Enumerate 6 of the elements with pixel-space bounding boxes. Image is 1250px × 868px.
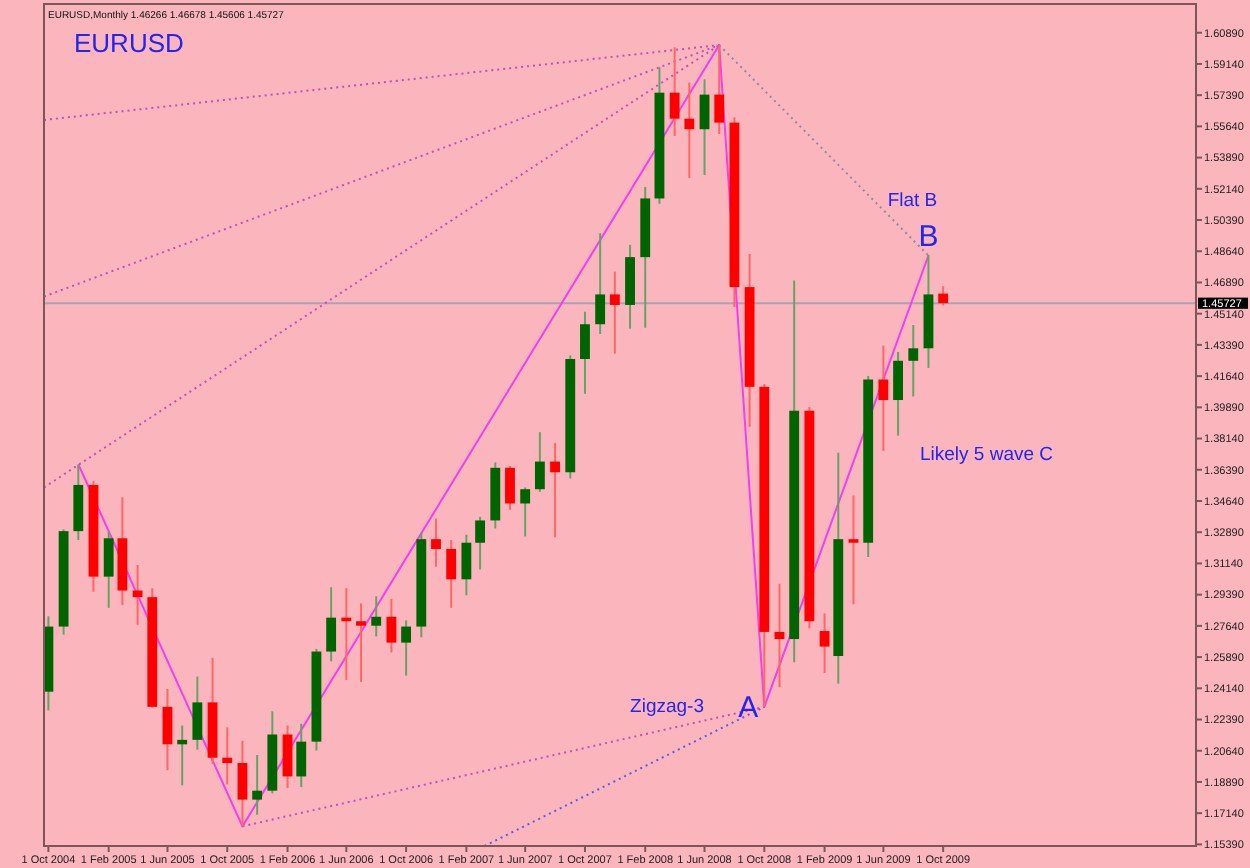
text: EURUSD bbox=[74, 28, 184, 58]
annotation: Flat B bbox=[887, 189, 938, 212]
annotation: Zigzag-3 bbox=[630, 696, 704, 718]
annotation: A bbox=[738, 690, 759, 725]
annotation: Likely 5 wave C bbox=[920, 444, 1054, 466]
annotation: B bbox=[918, 219, 939, 254]
